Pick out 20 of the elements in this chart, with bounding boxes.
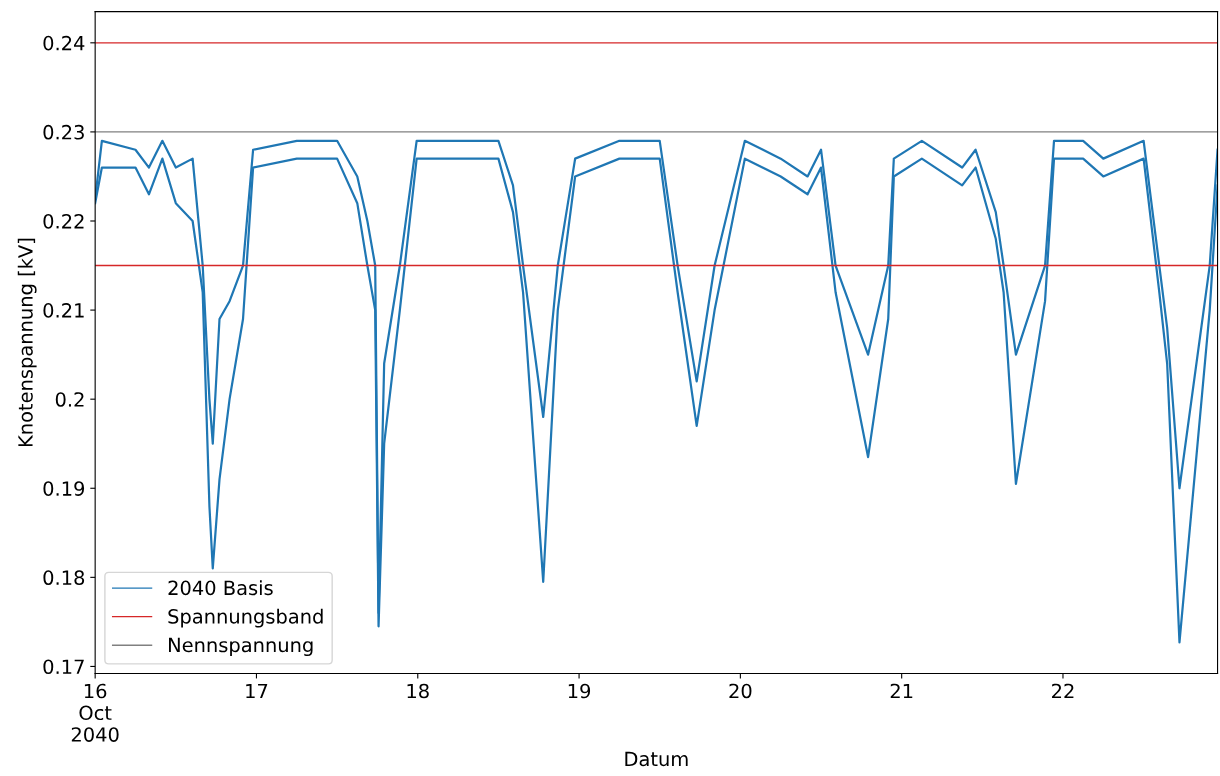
x-axis-title: Datum xyxy=(625,751,688,767)
legend-label: Nennspannung xyxy=(169,637,313,657)
y-tick-label: 0.22 xyxy=(43,213,84,229)
y-tick-label: 0.2 xyxy=(55,392,84,407)
y-tick-label: 0.18 xyxy=(43,570,85,586)
y-tick-label: 0.23 xyxy=(43,124,84,140)
x-tick-label: 19 xyxy=(568,683,591,699)
x-tick-label: 16 Oct 2040 xyxy=(71,683,119,742)
y-tick-label: 0.24 xyxy=(43,35,85,51)
y-tick-label: 0.21 xyxy=(43,303,84,318)
x-tick-label: 21 xyxy=(890,683,913,699)
legend-label: 2040 Basis xyxy=(168,580,273,596)
x-tick-label: 18 xyxy=(407,683,429,699)
legend-label: Spannungsband xyxy=(168,608,323,628)
x-tick-label: 22 xyxy=(1052,683,1074,699)
x-tick-label: 17 xyxy=(246,683,268,699)
x-tick-label: 20 xyxy=(729,683,752,699)
y-axis-title: Knotenspannung [kV] xyxy=(17,238,37,447)
y-tick-label: 0.19 xyxy=(43,481,85,496)
y-tick-label: 0.17 xyxy=(43,659,84,675)
